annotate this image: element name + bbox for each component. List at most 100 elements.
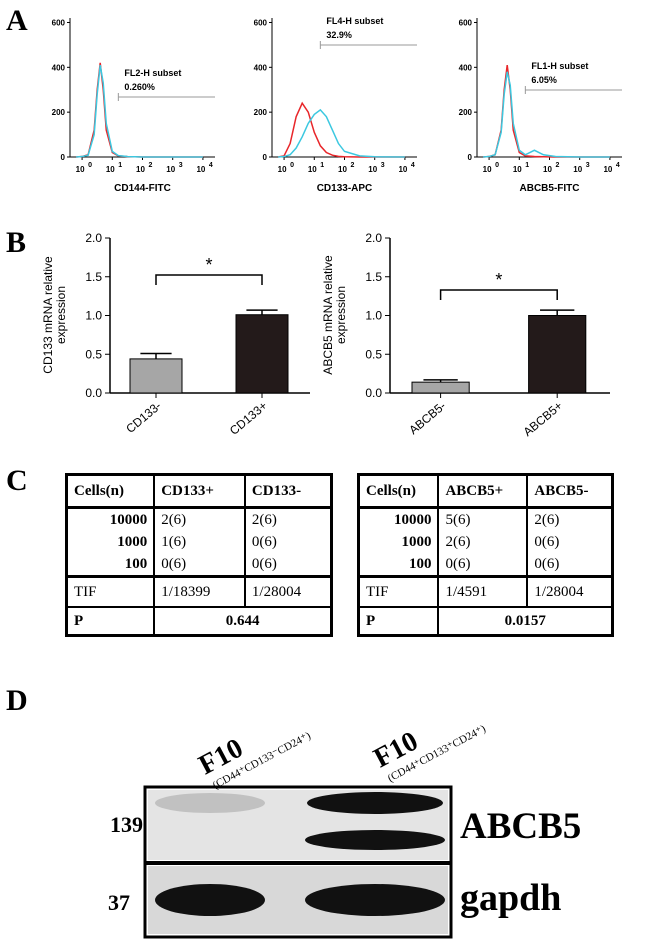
panel-label: A	[6, 4, 28, 37]
x-tick-base: 10	[368, 165, 377, 174]
panel-label: C	[6, 464, 28, 497]
table-cell: Cells(n)	[65, 474, 155, 509]
table-cell: 10000	[65, 507, 155, 531]
x-tick-label: 2	[149, 162, 153, 169]
x-tick-label: CD133+	[227, 399, 270, 438]
x-tick-label: 1	[525, 162, 529, 169]
x-tick-base: 10	[196, 165, 205, 174]
table-cell: 0(6)	[153, 553, 245, 577]
table-cell: 2(6)	[243, 507, 332, 531]
table-cell: P	[357, 606, 439, 636]
gate-name: FL2-H subset	[124, 68, 181, 78]
y-tick-label: 0.5	[365, 347, 382, 361]
gate-value: 0.260%	[124, 82, 155, 92]
significance: *	[495, 270, 502, 290]
x-tick-label: 3	[381, 162, 385, 169]
x-tick-base: 10	[76, 165, 85, 174]
x-tick-label: 3	[586, 162, 590, 169]
table-cell: ABCB5-	[526, 474, 613, 509]
table: Cells(n) ABCB5+ ABCB5- 10000 5(6) 2(6) 1000 2(6…	[357, 473, 614, 637]
x-tick-base: 10	[278, 165, 287, 174]
table-row: 1000 2(6) 0(6)	[357, 531, 613, 553]
panel-label: B	[6, 226, 26, 259]
table-cell: 0(6)	[437, 553, 528, 577]
x-tick-base: 10	[603, 165, 612, 174]
table-cell: 2(6)	[437, 531, 528, 553]
y-tick-label: 0	[468, 153, 473, 162]
table-cell: Cells(n)	[357, 474, 439, 509]
y-axis-label: ABCB5 mRNA relative	[321, 255, 335, 375]
x-tick-base: 10	[308, 165, 317, 174]
x-axis-label: ABCB5-FITC	[520, 183, 580, 194]
table-cell: 2(6)	[153, 507, 245, 531]
table-cell: 10000	[357, 507, 439, 531]
y-tick-label: 1.5	[365, 270, 382, 284]
x-tick-base: 10	[338, 165, 347, 174]
y-tick-label: 0	[263, 153, 268, 162]
x-tick-label: ABCB5-	[406, 399, 448, 438]
bar	[411, 381, 470, 394]
y-tick-label: 0	[61, 153, 66, 162]
band	[155, 884, 265, 916]
table-row: 100 0(6) 0(6)	[357, 553, 613, 577]
x-tick-base: 10	[166, 165, 175, 174]
table-cell: 0(6)	[526, 553, 613, 577]
table-row: 100 0(6) 0(6)	[65, 553, 332, 577]
significance: *	[205, 255, 212, 275]
table-cell: TIF	[357, 575, 439, 607]
x-tick-label: 4	[209, 162, 213, 169]
table-cell: CD133+	[153, 474, 245, 509]
x-tick-base: 10	[483, 165, 492, 174]
significance-bracket	[439, 289, 558, 300]
x-tick-label: 4	[411, 162, 415, 169]
panel-label: D	[6, 684, 28, 717]
table-cell: 1000	[357, 531, 439, 553]
gate-value: 32.9%	[326, 30, 352, 40]
bar	[235, 314, 289, 394]
x-tick-base: 10	[106, 165, 115, 174]
table-cell: 100	[357, 553, 439, 577]
protein-label: ABCB5	[460, 806, 581, 847]
y-tick-label: 1.0	[365, 309, 382, 323]
table-row: Cells(n) ABCB5+ ABCB5-	[357, 474, 613, 509]
table-cell: 1/28004	[526, 575, 613, 607]
table-cell: 0(6)	[243, 553, 332, 577]
table-cell: TIF	[65, 575, 155, 607]
x-tick-label: 3	[179, 162, 183, 169]
y-axis-label: expression	[334, 286, 348, 344]
y-axis-label: expression	[54, 286, 68, 344]
band	[155, 793, 265, 813]
x-tick-base: 10	[136, 165, 145, 174]
y-tick-label: 200	[459, 108, 473, 117]
table-row: TIF 1/18399 1/28004	[65, 575, 332, 607]
table-row: 10000 2(6) 2(6)	[65, 507, 332, 531]
y-tick-label: 0.5	[85, 347, 102, 361]
x-tick-label: 1	[118, 162, 122, 169]
y-tick-label: 200	[52, 108, 66, 117]
x-tick-base: 10	[573, 165, 582, 174]
y-axis-label: CD133 mRNA relative	[41, 256, 55, 374]
mw-marker: 37	[108, 890, 130, 915]
y-tick-label: 2.0	[365, 231, 382, 245]
table-cell: CD133-	[243, 474, 332, 509]
table-cell: 0.0157	[437, 606, 613, 636]
y-tick-label: 200	[254, 108, 268, 117]
x-tick-base: 10	[543, 165, 552, 174]
y-tick-label: 0.0	[365, 386, 382, 400]
table-row: P 0.644	[65, 606, 332, 636]
table-row: TIF 1/4591 1/28004	[357, 575, 613, 607]
table-row: 1000 1(6) 0(6)	[65, 531, 332, 553]
y-tick-label: 600	[459, 18, 473, 27]
table-cell: 1/28004	[243, 575, 332, 607]
table-cell: 1(6)	[153, 531, 245, 553]
protein-label: gapdh	[460, 877, 561, 919]
table-cell: ABCB5+	[437, 474, 528, 509]
table-cell: P	[65, 606, 155, 636]
x-tick-base: 10	[513, 165, 522, 174]
x-tick-label: 0	[88, 162, 92, 169]
gate-value: 6.05%	[531, 75, 557, 85]
band	[305, 884, 445, 916]
table-cell: 2(6)	[526, 507, 613, 531]
y-tick-label: 400	[254, 63, 268, 72]
